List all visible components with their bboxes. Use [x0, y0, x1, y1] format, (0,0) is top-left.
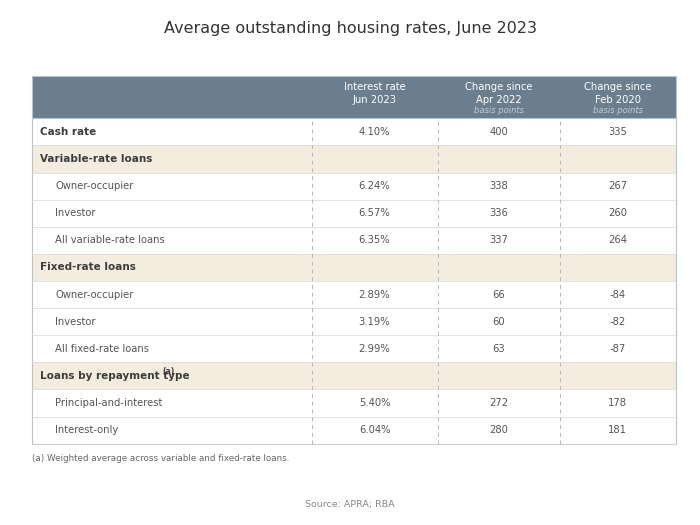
Text: 336: 336	[489, 208, 508, 218]
Bar	[32, 308, 676, 335]
Bar	[32, 416, 676, 444]
Text: 66: 66	[492, 290, 505, 300]
Text: 2.99%: 2.99%	[358, 344, 391, 354]
Text: 60: 60	[492, 317, 505, 327]
Text: 280: 280	[489, 425, 508, 435]
Text: Owner-occupier: Owner-occupier	[55, 290, 134, 300]
Bar	[32, 119, 676, 145]
Text: -84: -84	[610, 290, 626, 300]
Text: 6.57%: 6.57%	[358, 208, 391, 218]
Text: Fixed-rate loans: Fixed-rate loans	[40, 262, 136, 272]
Text: basis points: basis points	[593, 106, 643, 116]
Text: 260: 260	[608, 208, 627, 218]
Text: 400: 400	[489, 127, 508, 137]
Text: 4.10%: 4.10%	[358, 127, 391, 137]
Text: 181: 181	[608, 425, 627, 435]
Text: 6.24%: 6.24%	[358, 181, 391, 191]
Text: 6.04%: 6.04%	[358, 425, 391, 435]
Text: 6.35%: 6.35%	[358, 235, 391, 245]
Text: Investor: Investor	[55, 317, 96, 327]
Text: (a) Weighted average across variable and fixed-rate loans.: (a) Weighted average across variable and…	[32, 454, 289, 463]
Text: 272: 272	[489, 398, 508, 408]
Text: -82: -82	[610, 317, 626, 327]
Text: 338: 338	[489, 181, 508, 191]
Bar	[32, 76, 676, 119]
Text: Change since
Apr 2022: Change since Apr 2022	[465, 82, 533, 106]
Bar	[32, 254, 676, 281]
Text: -87: -87	[610, 344, 626, 354]
Text: 337: 337	[489, 235, 508, 245]
Text: Principal-and-interest: Principal-and-interest	[55, 398, 162, 408]
Text: All variable-rate loans: All variable-rate loans	[55, 235, 165, 245]
Bar	[32, 335, 676, 362]
Text: 178: 178	[608, 398, 627, 408]
Text: 2.89%: 2.89%	[358, 290, 391, 300]
Text: Source: APRA; RBA: Source: APRA; RBA	[305, 499, 395, 509]
Bar	[32, 200, 676, 227]
Text: Interest-only: Interest-only	[55, 425, 118, 435]
Text: (a): (a)	[162, 367, 174, 376]
Text: Owner-occupier: Owner-occupier	[55, 181, 134, 191]
Text: basis points: basis points	[474, 106, 524, 116]
Text: Loans by repayment type: Loans by repayment type	[40, 371, 190, 381]
Bar	[32, 362, 676, 390]
Text: All fixed-rate loans: All fixed-rate loans	[55, 344, 149, 354]
Text: 3.19%: 3.19%	[358, 317, 391, 327]
Text: Average outstanding housing rates, June 2023: Average outstanding housing rates, June …	[164, 22, 536, 36]
Text: Cash rate: Cash rate	[40, 127, 96, 137]
Text: Interest rate
Jun 2023: Interest rate Jun 2023	[344, 82, 405, 106]
Text: 267: 267	[608, 181, 627, 191]
Bar	[32, 145, 676, 173]
Text: Variable-rate loans: Variable-rate loans	[40, 154, 153, 164]
Text: Change since
Feb 2020: Change since Feb 2020	[584, 82, 652, 106]
Text: Investor: Investor	[55, 208, 96, 218]
Text: 5.40%: 5.40%	[358, 398, 391, 408]
Bar	[32, 281, 676, 308]
Text: 264: 264	[608, 235, 627, 245]
Bar	[32, 173, 676, 200]
Bar	[32, 227, 676, 254]
Bar	[32, 390, 676, 416]
Text: 63: 63	[492, 344, 505, 354]
Text: 335: 335	[608, 127, 627, 137]
